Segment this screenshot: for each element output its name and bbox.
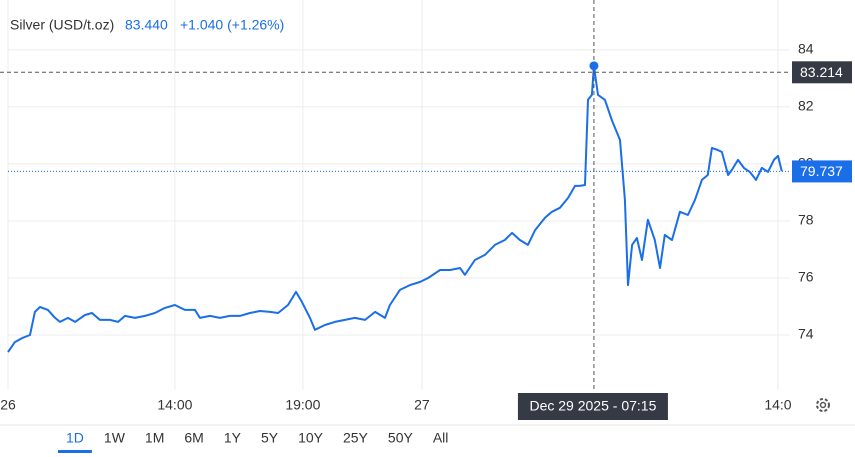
y-tick-label: 84 (798, 41, 814, 57)
range-button[interactable]: 25Y (343, 430, 369, 446)
selected-indicator (58, 450, 92, 453)
x-tick-label: 27 (414, 397, 430, 413)
crosshair-y-tag (792, 61, 852, 84)
price-change: +1.040 (+1.26%) (180, 17, 284, 33)
range-button[interactable]: 5Y (261, 430, 279, 446)
range-button[interactable]: 1Y (224, 430, 242, 446)
range-button[interactable]: 1M (145, 430, 164, 446)
grid (7, 0, 790, 390)
crosshair-x-label: Dec 29 2025 - 07:15 (529, 398, 656, 414)
range-button[interactable]: 1W (104, 430, 126, 446)
last-price-tag (792, 160, 852, 183)
x-tick-label: 26 (0, 397, 16, 413)
last-price-label: 79.737 (800, 163, 843, 179)
hover-point (589, 61, 599, 71)
x-tick-label: 14:0 (764, 397, 791, 413)
y-tick-label: 82 (798, 98, 814, 114)
y-tick-label: 74 (798, 326, 814, 342)
x-tick-label: 14:00 (157, 397, 192, 413)
crosshair-y-label: 83.214 (800, 64, 843, 80)
instrument-name: Silver (USD/t.oz) (10, 17, 114, 33)
x-tick-label: 19:00 (285, 397, 320, 413)
price-line (7, 64, 783, 353)
crosshair-x-tag (517, 393, 668, 420)
range-button[interactable]: 6M (184, 430, 203, 446)
range-button[interactable]: 50Y (388, 430, 414, 446)
settings-icon[interactable] (816, 398, 830, 412)
y-tick-label: 78 (798, 212, 814, 228)
range-button[interactable]: 1D (66, 430, 84, 446)
range-button[interactable]: 10Y (298, 430, 324, 446)
range-button[interactable]: All (433, 430, 449, 446)
y-tick-label: 76 (798, 269, 814, 285)
price: 83.440 (125, 17, 168, 33)
